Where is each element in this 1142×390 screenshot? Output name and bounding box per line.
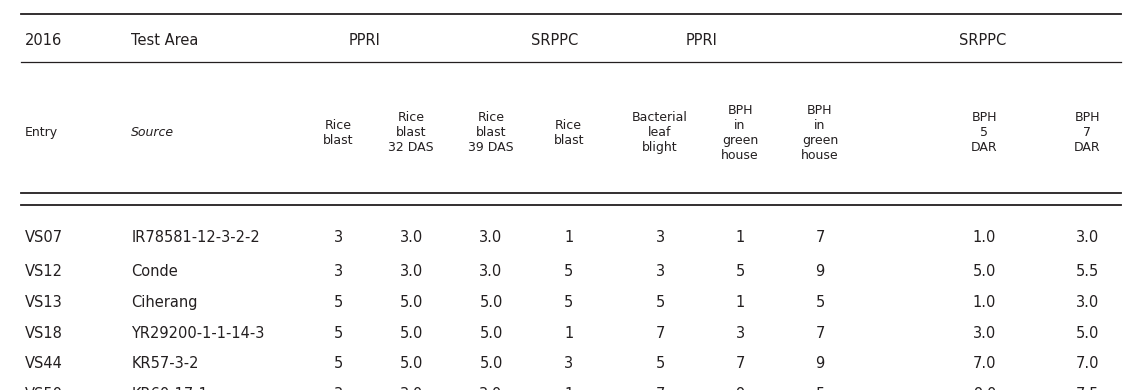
Text: 3.0: 3.0 bbox=[1076, 230, 1099, 245]
Text: 5: 5 bbox=[564, 295, 573, 310]
Text: 1: 1 bbox=[735, 295, 745, 310]
Text: 5.0: 5.0 bbox=[400, 295, 423, 310]
Text: 1.0: 1.0 bbox=[973, 230, 996, 245]
Text: PPRI: PPRI bbox=[685, 34, 717, 48]
Text: BPH
7
DAR: BPH 7 DAR bbox=[1073, 111, 1101, 154]
Text: 5.0: 5.0 bbox=[480, 356, 502, 371]
Text: 5: 5 bbox=[333, 295, 343, 310]
Text: Rice
blast: Rice blast bbox=[554, 119, 584, 147]
Text: 7.0: 7.0 bbox=[973, 356, 996, 371]
Text: 1: 1 bbox=[735, 230, 745, 245]
Text: 5.5: 5.5 bbox=[1076, 264, 1099, 278]
Text: Ciherang: Ciherang bbox=[131, 295, 198, 310]
Text: 3.0: 3.0 bbox=[480, 387, 502, 390]
Text: BPH
5
DAR: BPH 5 DAR bbox=[971, 111, 998, 154]
Text: 1: 1 bbox=[564, 326, 573, 341]
Text: 1: 1 bbox=[564, 387, 573, 390]
Text: BPH
in
green
house: BPH in green house bbox=[802, 104, 838, 161]
Text: Conde: Conde bbox=[131, 264, 178, 278]
Text: 3: 3 bbox=[735, 326, 745, 341]
Text: 5: 5 bbox=[656, 295, 665, 310]
Text: Rice
blast
39 DAS: Rice blast 39 DAS bbox=[468, 111, 514, 154]
Text: SRPPC: SRPPC bbox=[531, 34, 578, 48]
Text: 3.0: 3.0 bbox=[480, 264, 502, 278]
Text: VS18: VS18 bbox=[25, 326, 63, 341]
Text: 7: 7 bbox=[815, 326, 825, 341]
Text: 7: 7 bbox=[656, 387, 665, 390]
Text: 9.0: 9.0 bbox=[973, 387, 996, 390]
Text: 3: 3 bbox=[656, 264, 665, 278]
Text: 7.0: 7.0 bbox=[1076, 356, 1099, 371]
Text: 3: 3 bbox=[333, 264, 343, 278]
Text: Test Area: Test Area bbox=[131, 34, 199, 48]
Text: 3: 3 bbox=[333, 387, 343, 390]
Text: VS44: VS44 bbox=[25, 356, 63, 371]
Text: 1.0: 1.0 bbox=[973, 295, 996, 310]
Text: 3.0: 3.0 bbox=[400, 264, 423, 278]
Text: 7: 7 bbox=[815, 230, 825, 245]
Text: 7: 7 bbox=[656, 326, 665, 341]
Text: 9: 9 bbox=[815, 356, 825, 371]
Text: Bacterial
leaf
blight: Bacterial leaf blight bbox=[633, 111, 687, 154]
Text: 7: 7 bbox=[735, 356, 745, 371]
Text: Source: Source bbox=[131, 126, 175, 139]
Text: 5: 5 bbox=[735, 264, 745, 278]
Text: VS07: VS07 bbox=[25, 230, 63, 245]
Text: 5: 5 bbox=[656, 356, 665, 371]
Text: 9: 9 bbox=[735, 387, 745, 390]
Text: Rice
blast: Rice blast bbox=[323, 119, 353, 147]
Text: 5.0: 5.0 bbox=[400, 356, 423, 371]
Text: Entry: Entry bbox=[25, 126, 58, 139]
Text: SRPPC: SRPPC bbox=[959, 34, 1006, 48]
Text: 2016: 2016 bbox=[25, 34, 63, 48]
Text: 3.0: 3.0 bbox=[400, 387, 423, 390]
Text: VS50: VS50 bbox=[25, 387, 63, 390]
Text: 1: 1 bbox=[564, 230, 573, 245]
Text: 5.0: 5.0 bbox=[480, 295, 502, 310]
Text: 7.5: 7.5 bbox=[1076, 387, 1099, 390]
Text: KR57-3-2: KR57-3-2 bbox=[131, 356, 199, 371]
Text: BPH
in
green
house: BPH in green house bbox=[722, 104, 758, 161]
Text: PPRI: PPRI bbox=[348, 34, 380, 48]
Text: 9: 9 bbox=[815, 264, 825, 278]
Text: 5: 5 bbox=[564, 264, 573, 278]
Text: 3: 3 bbox=[564, 356, 573, 371]
Text: 3.0: 3.0 bbox=[1076, 295, 1099, 310]
Text: 3.0: 3.0 bbox=[400, 230, 423, 245]
Text: 5: 5 bbox=[815, 295, 825, 310]
Text: 5: 5 bbox=[333, 356, 343, 371]
Text: 5.0: 5.0 bbox=[1076, 326, 1099, 341]
Text: 5.0: 5.0 bbox=[973, 264, 996, 278]
Text: 3.0: 3.0 bbox=[480, 230, 502, 245]
Text: 3: 3 bbox=[656, 230, 665, 245]
Text: 5: 5 bbox=[815, 387, 825, 390]
Text: 5: 5 bbox=[333, 326, 343, 341]
Text: 3.0: 3.0 bbox=[973, 326, 996, 341]
Text: 5.0: 5.0 bbox=[400, 326, 423, 341]
Text: YR29200-1-1-14-3: YR29200-1-1-14-3 bbox=[131, 326, 265, 341]
Text: VS13: VS13 bbox=[25, 295, 63, 310]
Text: 3: 3 bbox=[333, 230, 343, 245]
Text: KR60-17-1: KR60-17-1 bbox=[131, 387, 208, 390]
Text: VS12: VS12 bbox=[25, 264, 63, 278]
Text: Rice
blast
32 DAS: Rice blast 32 DAS bbox=[388, 111, 434, 154]
Text: 5.0: 5.0 bbox=[480, 326, 502, 341]
Text: IR78581-12-3-2-2: IR78581-12-3-2-2 bbox=[131, 230, 260, 245]
